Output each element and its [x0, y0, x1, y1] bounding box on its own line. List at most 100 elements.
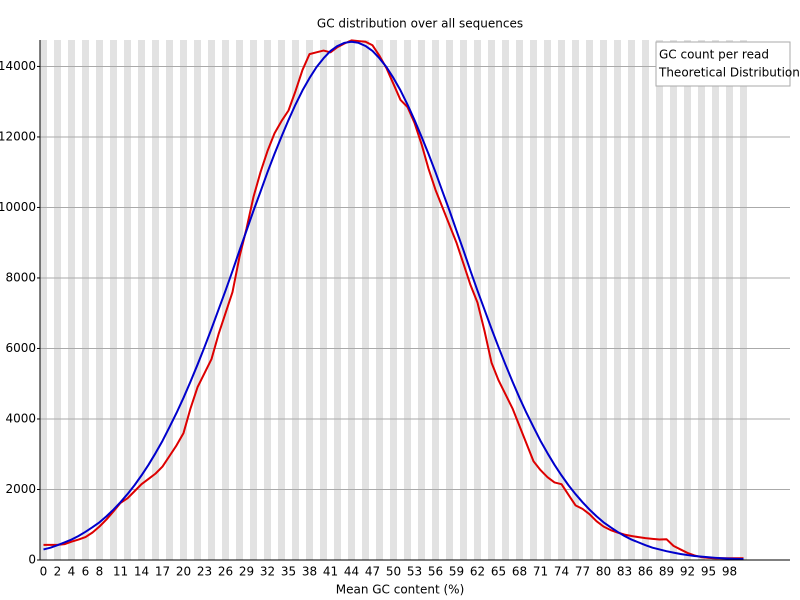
x-tick-label: 74 [554, 565, 569, 579]
x-tick-label: 0 [40, 565, 48, 579]
legend-label: GC count per read [659, 48, 769, 62]
band-stripe [152, 40, 159, 560]
band-stripe [698, 40, 705, 560]
y-tick-label: 2000 [5, 482, 36, 496]
x-tick-label: 6 [82, 565, 90, 579]
x-tick-label: 89 [659, 565, 674, 579]
y-tick-label: 10000 [0, 200, 36, 214]
x-tick-label: 95 [701, 565, 716, 579]
band-stripe [726, 40, 733, 560]
x-tick-label: 35 [281, 565, 296, 579]
x-tick-label: 29 [239, 565, 254, 579]
band-stripe [432, 40, 439, 560]
x-tick-label: 86 [638, 565, 653, 579]
x-tick-label: 65 [491, 565, 506, 579]
x-tick-label: 59 [449, 565, 464, 579]
x-tick-label: 80 [596, 565, 611, 579]
y-tick-label: 6000 [5, 341, 36, 355]
band-stripe [614, 40, 621, 560]
y-tick-label: 4000 [5, 411, 36, 425]
band-stripe [110, 40, 117, 560]
band-stripe [292, 40, 299, 560]
x-tick-label: 38 [302, 565, 317, 579]
band-stripe [54, 40, 61, 560]
x-tick-label: 4 [68, 565, 76, 579]
series-line [43, 39, 744, 560]
band-stripe [712, 40, 719, 560]
x-tick-label: 44 [344, 565, 359, 579]
band-stripe [222, 40, 229, 560]
band-stripe [194, 40, 201, 560]
x-tick-label: 14 [134, 565, 149, 579]
y-tick-label: 12000 [0, 129, 36, 143]
band-stripe [40, 40, 47, 560]
band-stripe [96, 40, 103, 560]
y-tick-label: 0 [28, 553, 36, 567]
band-stripe [488, 40, 495, 560]
x-axis-label: Mean GC content (%) [336, 583, 465, 597]
band-stripe [306, 40, 313, 560]
band-stripe [390, 40, 397, 560]
band-stripe [460, 40, 467, 560]
band-stripe [530, 40, 537, 560]
x-tick-label: 62 [470, 565, 485, 579]
x-tick-label: 47 [365, 565, 380, 579]
x-tick-label: 77 [575, 565, 590, 579]
band-stripe [572, 40, 579, 560]
band-stripe [166, 40, 173, 560]
series-line [43, 40, 744, 561]
x-tick-label: 92 [680, 565, 695, 579]
x-tick-label: 50 [386, 565, 401, 579]
x-tick-label: 98 [722, 565, 737, 579]
x-tick-label: 56 [428, 565, 443, 579]
band-stripe [208, 40, 215, 560]
band-stripe [628, 40, 635, 560]
band-stripe [558, 40, 565, 560]
x-tick-label: 2 [54, 565, 62, 579]
x-tick-label: 68 [512, 565, 527, 579]
x-tick-label: 8 [96, 565, 104, 579]
band-stripe [656, 40, 663, 560]
x-tick-label: 23 [197, 565, 212, 579]
x-tick-label: 71 [533, 565, 548, 579]
chart-title: GC distribution over all sequences [317, 17, 523, 31]
band-stripe [376, 40, 383, 560]
band-stripe [418, 40, 425, 560]
band-stripe [684, 40, 691, 560]
x-tick-label: 11 [113, 565, 128, 579]
band-stripe [278, 40, 285, 560]
band-stripe [82, 40, 89, 560]
x-tick-label: 32 [260, 565, 275, 579]
x-tick-label: 83 [617, 565, 632, 579]
band-stripe [138, 40, 145, 560]
legend-label: Theoretical Distribution [658, 66, 800, 80]
band-stripe [320, 40, 327, 560]
band-stripe [250, 40, 257, 560]
band-stripe [670, 40, 677, 560]
band-stripe [264, 40, 271, 560]
y-tick-label: 8000 [5, 270, 36, 284]
band-stripe [642, 40, 649, 560]
band-stripe [740, 40, 747, 560]
legend: GC count per read Theoretical Distributio… [655, 41, 800, 87]
band-stripe [446, 40, 453, 560]
legend-box [655, 41, 791, 87]
lines [43, 39, 744, 561]
x-tick-label: 53 [407, 565, 422, 579]
band-stripe [68, 40, 75, 560]
band-stripe [334, 40, 341, 560]
band-stripe [502, 40, 509, 560]
band-stripe [236, 40, 243, 560]
band-stripe [600, 40, 607, 560]
x-tick-label: 41 [323, 565, 338, 579]
x-tick-label: 17 [155, 565, 170, 579]
band-stripe [362, 40, 369, 560]
band-stripe [124, 40, 131, 560]
band-stripe [404, 40, 411, 560]
band-stripe [180, 40, 187, 560]
band-stripe [348, 40, 355, 560]
band-stripe [544, 40, 551, 560]
band-stripe [516, 40, 523, 560]
